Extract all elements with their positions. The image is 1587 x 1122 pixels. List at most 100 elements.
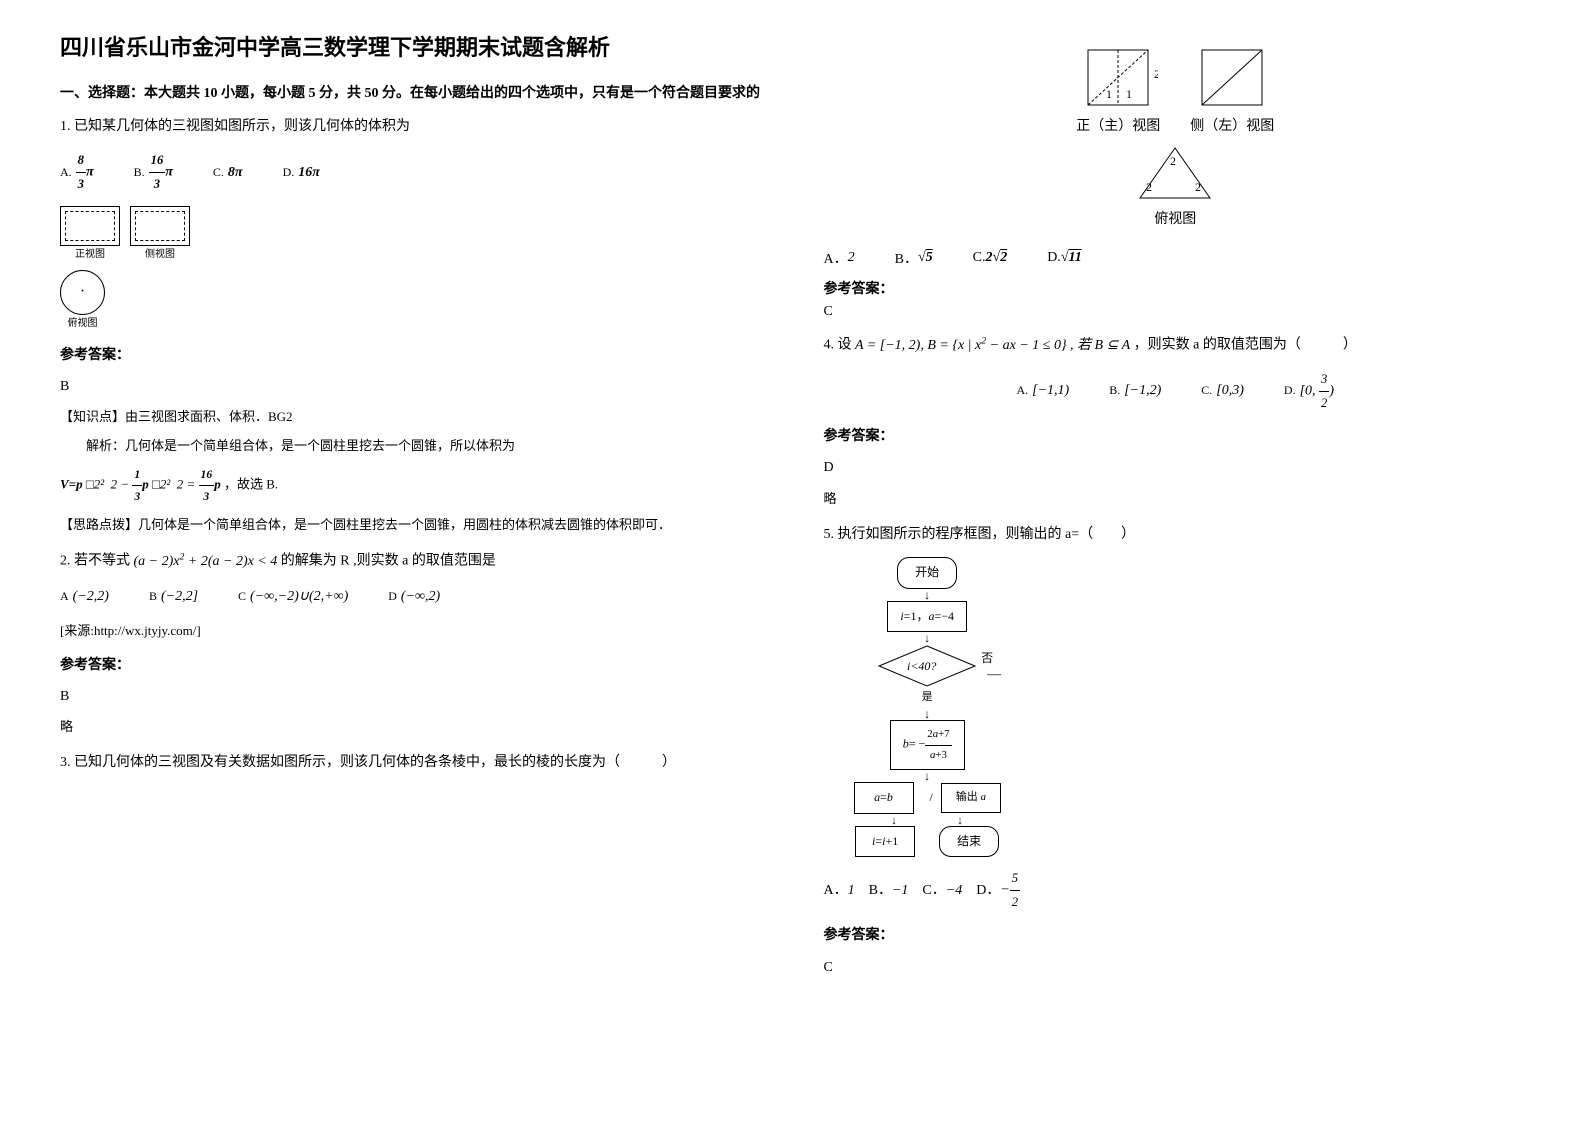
q3-options: A． 2 B． √5 C. 2√2 D. √11 [824, 248, 1528, 268]
q5-c: −4 [946, 878, 962, 903]
q3-top-label: 俯视图 [1130, 208, 1220, 228]
question-3-stem: 3. 已知几何体的三视图及有关数据如图所示，则该几何体的各条棱中，最长的棱的长度… [60, 750, 764, 775]
section-header: 一、选择题：本大题共 10 小题，每小题 5 分，共 50 分。在每小题给出的四… [60, 82, 764, 102]
q2-brief: 略 [60, 715, 764, 738]
q3-top-view-svg: 2 2 2 [1130, 143, 1220, 203]
question-4: 4. 设 A = [−1, 2), B = {x | x2 − ax − 1 ≤… [824, 332, 1528, 510]
fc-calc: b= −2a+7a+3 [890, 720, 965, 770]
q2-source: [来源:http://wx.jtyjy.com/] [60, 619, 764, 642]
q3-a: 2 [848, 250, 855, 266]
q5-b-label: B． [869, 878, 892, 903]
opt-b: 163π [149, 149, 173, 195]
question-5: 5. 执行如图所示的程序框图，则输出的 a=（ ） 开始 ↓ i=1，a=−4 … [824, 522, 1528, 980]
q3-d: √11 [1061, 250, 1082, 266]
arrow-icon: ↓↓ [891, 814, 963, 826]
q3-c-label: C. [973, 250, 986, 266]
q5-answer: C [824, 955, 1528, 980]
q2-b: (−2,2] [161, 584, 198, 609]
q3-side-label: 侧（左）视图 [1190, 115, 1274, 135]
q3-three-views: 1 1 2 正（主）视图 侧（左）视图 2 2 2 [824, 40, 1528, 228]
arrow-icon: ↓ [924, 708, 930, 720]
fc-end: 结束 [939, 826, 999, 858]
q1-three-views: 正视图 侧视图 · 俯视图 [60, 206, 764, 333]
q2-options: A (−2,2) B (−2,2] C (−∞,−2)∪(2,+∞) D (−∞… [60, 584, 764, 609]
q3-b: √5 [918, 250, 933, 266]
arrow-icon: ↓ [924, 770, 930, 782]
q3-side-view-svg [1192, 40, 1272, 110]
q4-c-label: C. [1201, 380, 1212, 402]
opt-d: 16π [298, 160, 320, 185]
q1-answer: B [60, 374, 764, 399]
side-view-label: 侧视图 [130, 246, 190, 264]
opt-a-label: A. [60, 162, 72, 184]
q4-suffix: ，则实数 a 的取值范围为（ ） [1134, 338, 1357, 353]
q4-a: [−1,1) [1032, 378, 1069, 403]
svg-text:1: 1 [1126, 87, 1132, 101]
opt-b-label: B. [134, 162, 145, 184]
q3-a-label: A． [824, 248, 848, 268]
q1-options: A. 83π B. 163π C. 8π D. 16π [60, 149, 764, 195]
q4-prefix: 4. 设 [824, 338, 856, 353]
q2-d: (−∞,2) [401, 584, 440, 609]
q2-formula: (a − 2)x2 + 2(a − 2)x < 4 [134, 554, 278, 569]
q4-answer: D [824, 455, 1528, 480]
q2-prefix: 2. 若不等式 [60, 554, 134, 569]
question-2: 2. 若不等式 (a − 2)x2 + 2(a − 2)x < 4 的解集为 R… [60, 548, 764, 738]
q1-text: 1. 已知某几何体的三视图如图所示，则该几何体的体积为 [60, 114, 764, 139]
q2-b-label: B [149, 586, 157, 608]
q2-text: 2. 若不等式 (a − 2)x2 + 2(a − 2)x < 4 的解集为 R… [60, 548, 764, 574]
q3-text: 3. 已知几何体的三视图及有关数据如图所示，则该几何体的各条棱中，最长的棱的长度… [60, 750, 764, 775]
opt-c: 8π [228, 160, 243, 185]
q4-d-label: D. [1284, 380, 1296, 402]
q5-a: 1 [848, 878, 855, 903]
svg-text:1: 1 [1106, 87, 1112, 101]
q4-answer-label: 参考答案： [824, 424, 1528, 449]
q2-suffix: 的解集为 R ,则实数 a 的取值范围是 [281, 554, 496, 569]
q3-answer: C [824, 304, 1528, 320]
fc-start: 开始 [897, 557, 957, 589]
top-view-circle: · [60, 270, 105, 315]
q4-d: [0, 32) [1300, 368, 1334, 414]
q4-c: [0,3) [1216, 378, 1244, 403]
q1-formula-suffix: ，故选 B. [224, 476, 278, 491]
q4-a-label: A. [1016, 380, 1028, 402]
q5-flowchart: 开始 ↓ i=1，a=−4 ↓ i<40? 否 — 是 ↓ b= −2a+7a+… [854, 557, 1528, 857]
left-column: 四川省乐山市金河中学高三数学理下学期期末试题含解析 一、选择题：本大题共 10 … [30, 30, 794, 1092]
q4-text: 4. 设 A = [−1, 2), B = {x | x2 − ax − 1 ≤… [824, 332, 1528, 358]
q1-tip: 【思路点拨】几何体是一个简单组合体，是一个圆柱里挖去一个圆锥，用圆柱的体积减去圆… [60, 513, 764, 536]
svg-text:2: 2 [1154, 67, 1158, 81]
front-view-label: 正视图 [60, 246, 120, 264]
svg-text:i<40?: i<40? [907, 659, 936, 673]
right-column: 1 1 2 正（主）视图 侧（左）视图 2 2 2 [794, 30, 1558, 1092]
svg-text:2: 2 [1170, 154, 1176, 168]
q2-d-label: D [388, 586, 397, 608]
top-view-label: 俯视图 [60, 315, 105, 333]
svg-text:2: 2 [1146, 180, 1152, 194]
q2-c: (−∞,−2)∪(2,+∞) [250, 584, 348, 609]
svg-text:2: 2 [1195, 180, 1201, 194]
fc-yes: 是 [922, 688, 933, 708]
q2-answer-label: 参考答案： [60, 653, 764, 678]
q5-a-label: A． [824, 878, 848, 903]
side-view-box [130, 206, 190, 246]
q4-b: [−1,2) [1124, 378, 1161, 403]
q1-answer-label: 参考答案： [60, 343, 764, 368]
q4-b-label: B. [1109, 380, 1120, 402]
q5-c-label: C． [922, 878, 945, 903]
page-title: 四川省乐山市金河中学高三数学理下学期期末试题含解析 [60, 30, 764, 62]
fc-assign: a=b [854, 782, 914, 814]
fc-output: 输出 a [941, 783, 1001, 813]
opt-d-label: D. [283, 162, 295, 184]
q3-b-label: B． [895, 248, 918, 268]
q1-formula: V=p □2² 2 − 13p □2² 2 = 163p ，故选 B. [60, 464, 764, 507]
q4-options: A. [−1,1) B. [−1,2) C. [0,3) D. [0, 32) [824, 368, 1528, 414]
q2-answer: B [60, 684, 764, 709]
q1-knowledge: 【知识点】由三视图求面积、体积．BG2 [60, 405, 764, 428]
q4-brief: 略 [824, 487, 1528, 510]
q2-a-label: A [60, 586, 69, 608]
q4-formula: A = [−1, 2), B = {x | x2 − ax − 1 ≤ 0} ,… [855, 338, 1130, 353]
q1-analysis: 解析：几何体是一个简单组合体，是一个圆柱里挖去一个圆锥，所以体积为 [60, 434, 764, 457]
q5-d-label: D． [976, 878, 1000, 903]
q5-options: A．1 B．−1 C．−4 D．−52 [824, 867, 1528, 913]
opt-c-label: C. [213, 162, 224, 184]
